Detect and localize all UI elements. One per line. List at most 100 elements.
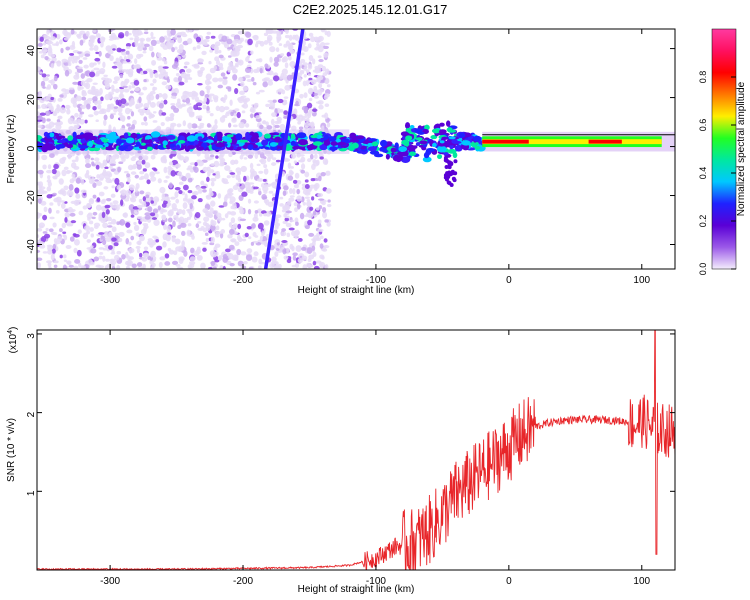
band-blob [329,146,338,151]
noise-speck [162,45,169,50]
band-tail-blob [453,171,458,176]
noise-speck [275,159,281,163]
band-blob [88,135,98,141]
noise-speck [253,102,258,109]
noise-speck [162,241,167,248]
noise-speck [194,161,198,167]
noise-speck [193,63,200,68]
noise-speck [256,163,261,167]
noise-speck [210,163,216,166]
noise-speck [278,43,283,47]
noise-speck [53,264,58,268]
noise-speck [304,171,310,178]
noise-speck [263,220,270,226]
noise-speck [214,173,221,179]
noise-speck [160,156,167,164]
band-blob [226,141,231,148]
noise-speck [306,262,311,268]
noise-speck [155,93,160,100]
noise-speck [113,108,118,113]
noise-speck [197,82,203,86]
noise-speck [201,50,207,56]
noise-speck [295,98,300,102]
noise-speck [313,85,318,91]
band-blob [423,152,430,159]
noise-speck [303,108,309,114]
noise-speck [198,58,204,63]
noise-speck [52,83,58,90]
noise-speck [109,55,114,62]
noise-speck [241,191,248,197]
noise-speck [76,68,84,73]
noise-speck [55,210,60,214]
noise-speck [282,220,288,225]
noise-speck [163,99,168,105]
noise-speck [87,97,94,102]
noise-speck [293,184,300,189]
band-blob [367,146,378,152]
noise-speck [150,212,156,217]
band-blob [405,127,413,132]
band-blob [424,124,430,131]
noise-speck [212,95,219,101]
noise-speck [245,31,252,38]
noise-speck [77,107,82,113]
noise-speck [246,248,253,254]
band-blob [323,134,329,140]
band-blob [323,139,331,146]
noise-speck [212,124,218,130]
noise-speck [121,254,126,260]
noise-speck [219,232,224,239]
noise-speck [269,105,276,110]
noise-speck [174,187,181,191]
noise-speck [313,79,319,82]
spectrogram-ylabel: Frequency (Hz) [6,115,17,184]
noise-speck [228,61,234,67]
noise-speck [208,60,212,65]
noise-speck [108,161,113,165]
noise-speck [121,48,126,52]
noise-speck [284,62,289,69]
noise-speck [134,58,138,65]
noise-speck [247,38,253,46]
noise-speck [292,188,296,195]
noise-speck [298,114,303,117]
noise-speck [247,198,252,204]
band-blob [123,132,129,139]
noise-speck [275,47,280,53]
noise-speck [148,113,153,119]
noise-speck [70,220,77,224]
noise-speck [63,37,70,41]
noise-speck [308,232,315,237]
noise-speck [134,211,139,215]
noise-speck [279,203,284,207]
noise-speck [307,73,312,76]
noise-speck [243,157,248,160]
noise-speck [259,235,264,241]
noise-speck [293,160,298,164]
noise-speck [172,220,176,228]
snr-scale-exponent: 4 [7,330,14,334]
noise-speck [142,155,149,161]
noise-speck [150,39,157,47]
noise-speck [111,237,117,242]
noise-speck [50,63,55,69]
noise-speck [38,212,42,217]
noise-speck [170,105,176,110]
noise-speck [171,235,176,243]
noise-speck [108,38,115,41]
noise-speck [110,32,116,39]
noise-speck [140,39,144,46]
noise-speck [52,192,57,196]
noise-speck [94,161,102,167]
noise-speck [201,241,208,245]
y-tick-label: -40 [26,239,37,254]
noise-speck [144,162,151,169]
noise-speck [286,74,293,81]
noise-speck [234,57,239,62]
noise-speck [317,64,324,68]
noise-speck [308,55,314,62]
noise-speck [267,80,274,86]
noise-speck [52,175,58,179]
noise-speck [303,92,308,99]
